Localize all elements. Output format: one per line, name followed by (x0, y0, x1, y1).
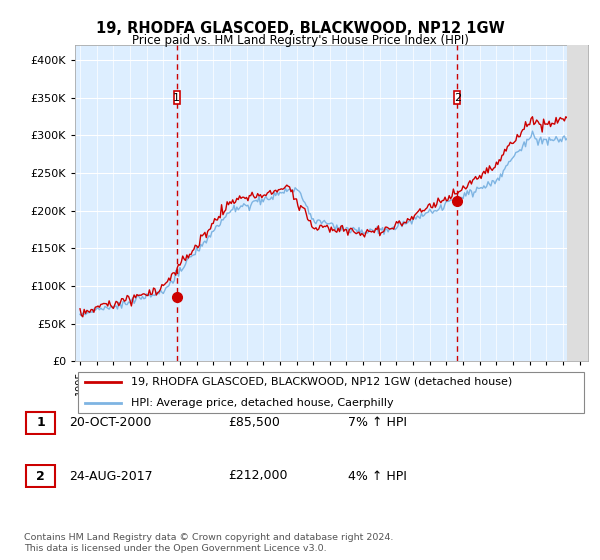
Text: Contains HM Land Registry data © Crown copyright and database right 2024.
This d: Contains HM Land Registry data © Crown c… (24, 533, 394, 553)
FancyBboxPatch shape (454, 91, 460, 104)
FancyBboxPatch shape (26, 465, 55, 487)
Text: 4% ↑ HPI: 4% ↑ HPI (348, 469, 407, 483)
Text: 7% ↑ HPI: 7% ↑ HPI (348, 416, 407, 430)
Text: HPI: Average price, detached house, Caerphilly: HPI: Average price, detached house, Caer… (131, 398, 394, 408)
FancyBboxPatch shape (26, 412, 55, 434)
Text: £212,000: £212,000 (228, 469, 287, 483)
FancyBboxPatch shape (173, 91, 179, 104)
FancyBboxPatch shape (77, 372, 584, 413)
Text: 20-OCT-2000: 20-OCT-2000 (69, 416, 151, 430)
Text: 19, RHODFA GLASCOED, BLACKWOOD, NP12 1GW (detached house): 19, RHODFA GLASCOED, BLACKWOOD, NP12 1GW… (131, 377, 512, 387)
Text: 1: 1 (173, 92, 180, 102)
Text: 1: 1 (36, 416, 45, 430)
Text: 24-AUG-2017: 24-AUG-2017 (69, 469, 152, 483)
Text: £85,500: £85,500 (228, 416, 280, 430)
Text: 2: 2 (454, 92, 461, 102)
Text: Price paid vs. HM Land Registry's House Price Index (HPI): Price paid vs. HM Land Registry's House … (131, 34, 469, 46)
Text: 2: 2 (36, 469, 45, 483)
Text: 19, RHODFA GLASCOED, BLACKWOOD, NP12 1GW: 19, RHODFA GLASCOED, BLACKWOOD, NP12 1GW (95, 21, 505, 36)
